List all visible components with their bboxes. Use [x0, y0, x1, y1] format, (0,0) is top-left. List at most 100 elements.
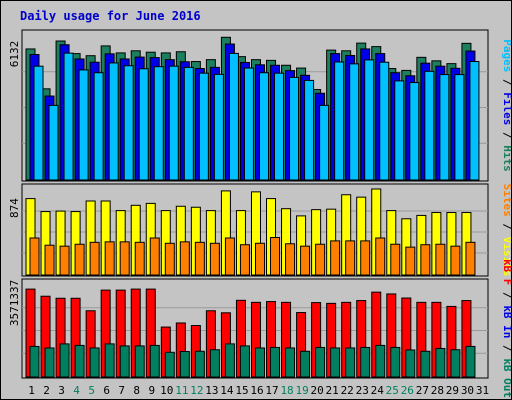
bar-pages: [364, 59, 375, 181]
legend-label-pages-files-hits: Pages / Files / Hits: [501, 39, 511, 172]
bar-kb-out: [29, 345, 40, 378]
bar-pages: [469, 61, 480, 181]
bar-kb-out: [224, 343, 235, 378]
bar-kb-out: [149, 344, 160, 378]
day-label: 28: [431, 384, 444, 397]
day-label: 19: [295, 384, 308, 397]
bar-kb-out: [330, 347, 341, 378]
bar-pages: [319, 104, 330, 181]
bar-sites: [29, 237, 40, 276]
bar-sites: [405, 246, 416, 276]
day-label: 13: [205, 384, 218, 397]
bar-kb-out: [104, 343, 115, 378]
bar-pages: [439, 74, 450, 181]
bar-sites: [104, 241, 115, 276]
bar-kb-out: [134, 345, 145, 378]
bar-kb-out: [59, 343, 70, 378]
bar-kb-out: [89, 347, 100, 378]
bar-sites: [390, 243, 401, 276]
bar-pages: [48, 104, 59, 181]
day-label: 17: [265, 384, 278, 397]
bar-pages: [78, 69, 89, 181]
day-label: 10: [160, 384, 173, 397]
bar-kb-out: [164, 351, 175, 378]
day-label: 30: [461, 384, 474, 397]
bar-sites: [375, 237, 386, 276]
day-label: 8: [133, 384, 140, 397]
bar-sites: [119, 241, 130, 276]
day-label: 12: [190, 384, 203, 397]
bar-sites: [360, 240, 371, 276]
day-label: 26: [401, 384, 414, 397]
day-label: 2: [43, 384, 50, 397]
bar-pages: [153, 66, 164, 181]
bar-kb-out: [345, 347, 356, 378]
bar-pages: [379, 61, 390, 181]
day-label: 21: [326, 384, 339, 397]
day-label: 27: [416, 384, 429, 397]
bar-sites: [450, 245, 461, 276]
bar-sites: [194, 241, 205, 276]
bar-kb-out: [315, 346, 326, 378]
bar-pages: [334, 61, 345, 181]
bar-sites: [254, 242, 265, 276]
bar-sites: [270, 237, 281, 276]
bar-kb-out: [179, 351, 190, 378]
bar-kb-out: [239, 345, 250, 378]
bar-sites: [239, 244, 250, 276]
day-label: 3: [58, 384, 65, 397]
bar-kb-out: [254, 347, 265, 378]
bar-pages: [183, 66, 194, 181]
day-label: 25: [386, 384, 399, 397]
bar-sites: [134, 241, 145, 276]
day-label: 18: [280, 384, 293, 397]
bar-sites: [345, 240, 356, 276]
bar-sites: [149, 237, 160, 276]
day-label: 5: [88, 384, 95, 397]
bar-sites: [330, 240, 341, 276]
day-label: 7: [118, 384, 125, 397]
bar-pages: [213, 73, 224, 181]
day-label: 29: [446, 384, 459, 397]
bar-sites: [209, 242, 220, 276]
y-max-label: 3571337: [8, 280, 21, 326]
bar-sites: [465, 241, 476, 276]
legend-label-kb: kB F / kB In / kB Out: [501, 259, 511, 398]
day-label: 22: [341, 384, 354, 397]
bar-kb-out: [194, 350, 205, 378]
bar-sites: [435, 243, 446, 276]
legend-label-visits-sites: Sites / Visits: [501, 184, 511, 277]
bar-kb-out: [375, 344, 386, 378]
day-label: 4: [73, 384, 80, 397]
day-label: 16: [250, 384, 263, 397]
day-label: 24: [371, 384, 385, 397]
bar-pages: [409, 82, 420, 181]
bar-kb-out: [119, 345, 130, 378]
bar-kb-out: [44, 347, 55, 378]
bar-sites: [89, 241, 100, 276]
bar-sites: [164, 242, 175, 276]
bar-sites: [179, 241, 190, 276]
bar-sites: [44, 244, 55, 276]
bar-kb-out: [300, 350, 311, 378]
bar-pages: [394, 80, 405, 181]
bar-pages: [274, 72, 285, 181]
y-max-label: 874: [8, 198, 21, 218]
bar-kb-out: [74, 344, 85, 378]
bar-pages: [93, 72, 104, 181]
bar-pages: [228, 52, 239, 181]
day-label: 9: [148, 384, 155, 397]
bar-kb-out: [390, 346, 401, 378]
bar-sites: [315, 243, 326, 276]
bar-kb-out: [450, 349, 461, 378]
bar-pages: [243, 67, 254, 181]
bar-pages: [123, 65, 134, 181]
bar-kb-out: [420, 350, 431, 378]
bar-pages: [33, 65, 44, 181]
y-max-label: 6132: [8, 41, 21, 68]
day-label: 11: [175, 384, 188, 397]
bar-kb-out: [209, 349, 220, 378]
bar-sites: [74, 243, 85, 276]
